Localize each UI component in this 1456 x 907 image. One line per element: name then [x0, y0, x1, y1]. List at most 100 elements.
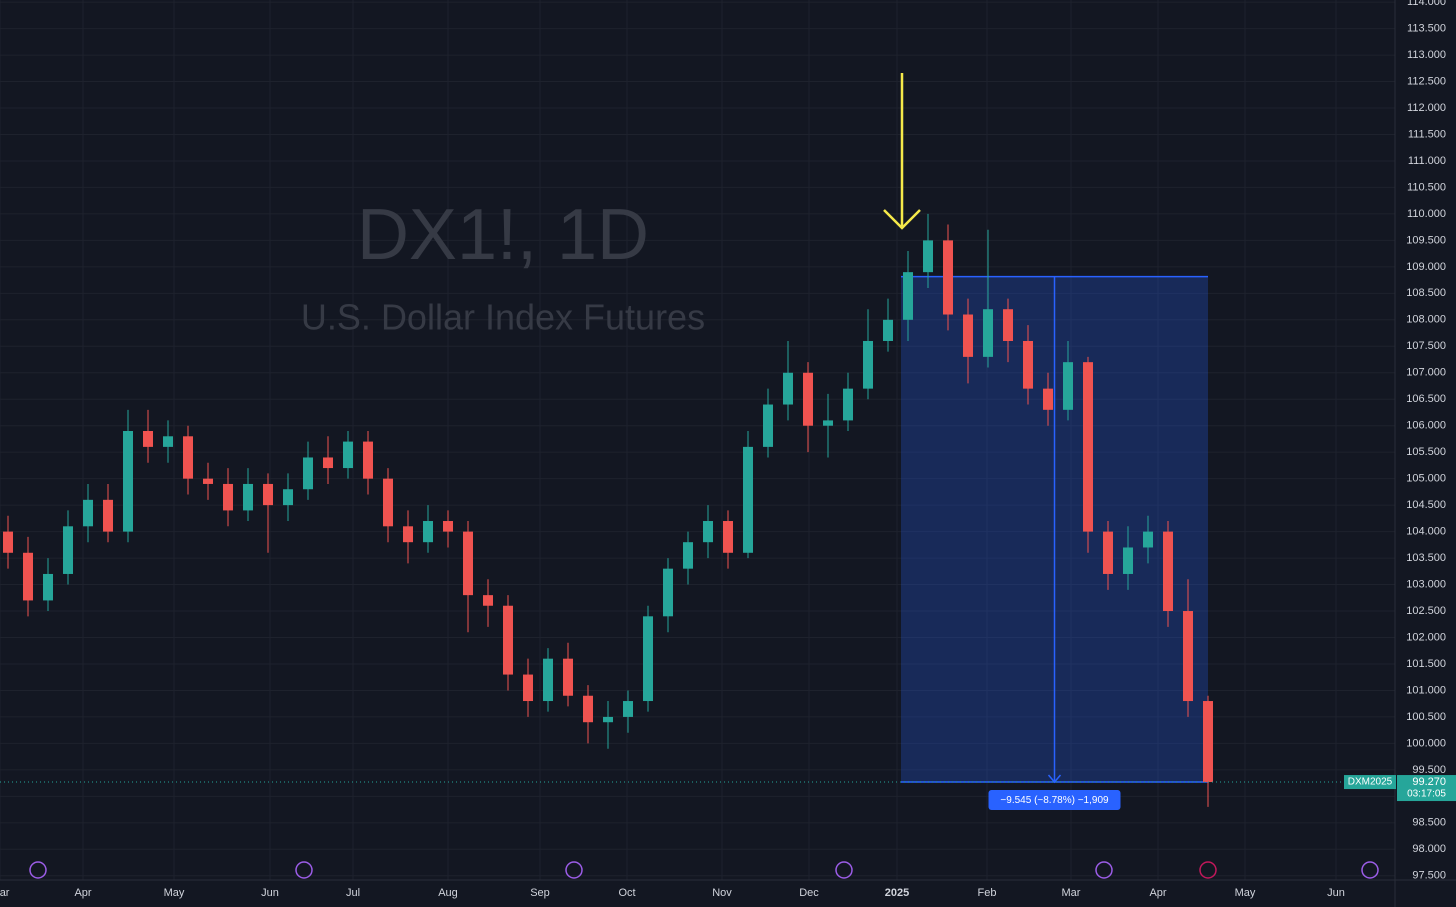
- candle-body: [703, 521, 713, 543]
- y-tick-label: 114.000: [1407, 0, 1446, 8]
- candle-body: [383, 478, 393, 527]
- x-tick-label: Aug: [438, 887, 458, 899]
- y-tick-label: 104.500: [1406, 499, 1446, 511]
- candle-body: [783, 372, 793, 405]
- candle-body: [1003, 309, 1013, 341]
- candle-body: [1083, 362, 1093, 532]
- x-tick-label: Jun: [261, 887, 279, 899]
- candle-body: [63, 526, 73, 574]
- x-tick-label: May: [1235, 887, 1256, 899]
- y-tick-label: 112.000: [1407, 102, 1446, 114]
- price-label: 99.270: [1412, 776, 1446, 788]
- y-tick-label: 108.500: [1406, 287, 1446, 299]
- y-tick-label: 102.500: [1406, 605, 1446, 617]
- watermark-subtitle: U.S. Dollar Index Futures: [301, 297, 705, 338]
- candle-body: [363, 441, 373, 479]
- candle-body: [223, 483, 233, 511]
- x-tick-label: Mar: [1062, 887, 1081, 899]
- candle-body: [3, 531, 13, 553]
- y-tick-label: 111.500: [1408, 128, 1446, 140]
- candle-body: [883, 319, 893, 341]
- x-tick-label: Sep: [530, 887, 550, 899]
- candle-body: [23, 552, 33, 601]
- candle-body: [963, 314, 973, 357]
- x-tick-label: Jul: [346, 887, 360, 899]
- candle-body: [163, 436, 173, 447]
- x-tick-label: Mar: [0, 887, 10, 899]
- x-tick-label: Feb: [978, 887, 997, 899]
- candle-body: [983, 309, 993, 357]
- candle-body: [243, 483, 253, 511]
- y-tick-label: 101.000: [1406, 684, 1446, 696]
- y-tick-label: 99.500: [1412, 764, 1446, 776]
- symbol-label: DXM2025: [1348, 777, 1393, 788]
- y-tick-label: 98.500: [1412, 817, 1446, 829]
- y-tick-label: 109.500: [1406, 234, 1446, 246]
- candle-body: [1143, 531, 1153, 548]
- y-tick-label: 104.000: [1406, 526, 1446, 538]
- candle-body: [1103, 531, 1113, 574]
- candle-body: [923, 240, 933, 273]
- candle-body: [803, 372, 813, 426]
- candle-body: [203, 478, 213, 484]
- candle-body: [263, 483, 273, 506]
- y-tick-label: 112.500: [1407, 75, 1446, 87]
- candle-body: [183, 436, 193, 479]
- candles: [3, 213, 1213, 807]
- measure-tool: [901, 275, 1208, 784]
- candle-body: [463, 531, 473, 596]
- candle-body: [583, 695, 593, 723]
- x-tick-label: Dec: [799, 887, 819, 899]
- candle-body: [663, 568, 673, 617]
- x-tick-label: Apr: [1149, 887, 1166, 899]
- candle-body: [1043, 388, 1053, 410]
- candle-body: [1203, 701, 1213, 783]
- candle-body: [423, 521, 433, 543]
- y-tick-label: 109.000: [1406, 261, 1446, 273]
- y-tick-label: 98.000: [1412, 843, 1446, 855]
- x-tick-label: Apr: [74, 887, 91, 899]
- price-tag: [1397, 775, 1456, 802]
- candle-body: [343, 441, 353, 469]
- y-tick-label: 106.000: [1406, 420, 1446, 432]
- x-tick-label: Nov: [712, 887, 732, 899]
- measure-arrow-head: [1047, 774, 1062, 784]
- y-tick-label: 97.500: [1412, 870, 1446, 882]
- y-tick-label: 107.000: [1406, 367, 1446, 379]
- y-tick-label: 105.000: [1406, 473, 1446, 485]
- candle-body: [743, 446, 753, 553]
- symbol-tag: [1344, 775, 1396, 790]
- y-tick-label: 103.000: [1406, 578, 1446, 590]
- y-tick-label: 110.000: [1407, 208, 1446, 220]
- candle-body: [83, 499, 93, 527]
- candle-body: [103, 499, 113, 532]
- candle-body: [1163, 531, 1173, 612]
- y-tick-label: 110.500: [1407, 181, 1446, 193]
- y-tick-label: 107.500: [1406, 340, 1446, 352]
- y-tick-label: 102.000: [1406, 631, 1446, 643]
- candle-body: [403, 526, 413, 543]
- x-tick-label: May: [164, 887, 185, 899]
- y-tick-label: 101.500: [1406, 658, 1446, 670]
- y-tick-label: 113.000: [1407, 49, 1446, 61]
- grid: [0, 0, 1395, 880]
- candle-body: [443, 521, 453, 532]
- x-tick-label: 2025: [885, 887, 909, 899]
- candle-body: [143, 430, 153, 447]
- candle-body: [323, 457, 333, 469]
- candle-body: [763, 404, 773, 447]
- candle-body: [823, 420, 833, 426]
- candle-body: [1183, 611, 1193, 702]
- candle-body: [523, 674, 533, 702]
- candle-body: [623, 701, 633, 717]
- y-tick-label: 106.500: [1406, 393, 1446, 405]
- candle-body: [683, 542, 693, 569]
- measure-label-box: [988, 790, 1121, 811]
- candle-body: [1063, 362, 1073, 410]
- y-tick-label: 105.500: [1406, 446, 1446, 458]
- event-icons: [29, 861, 1379, 879]
- x-tick-label: Jun: [1327, 887, 1345, 899]
- candle-body: [723, 521, 733, 553]
